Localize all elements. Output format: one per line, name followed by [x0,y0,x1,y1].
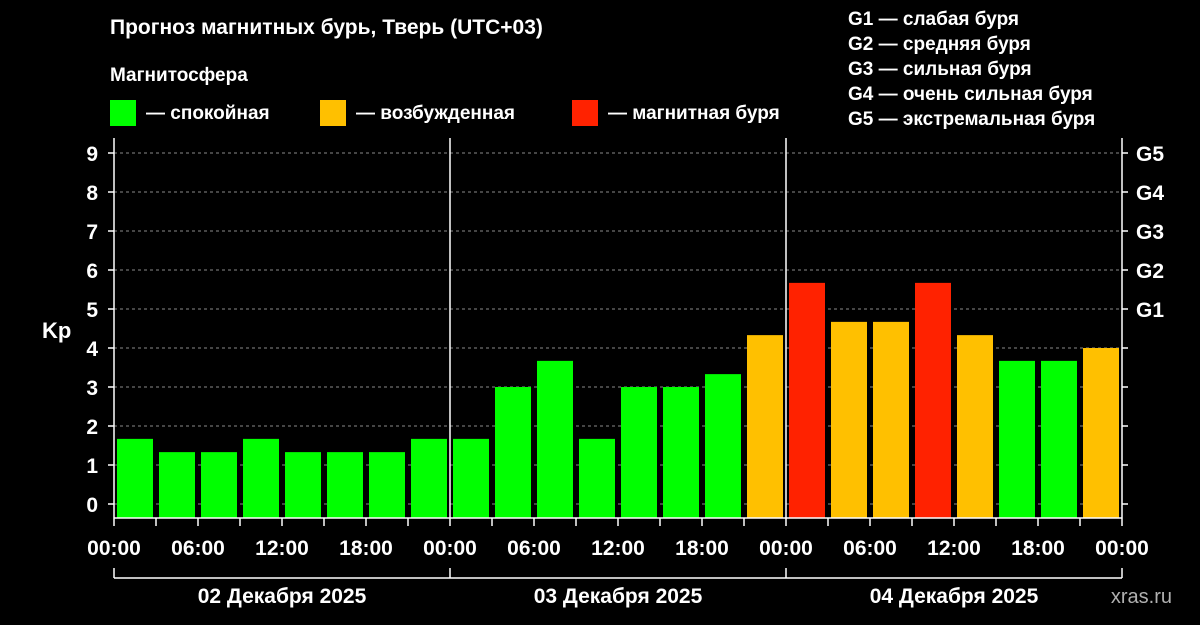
kp-bar [957,335,993,518]
kp-bar [201,452,237,518]
x-tick-label: 06:00 [843,537,897,560]
legend-label-quiet: — спокойная [146,103,270,124]
day-label: 02 Декабря 2025 [198,585,367,608]
kp-bar [537,360,573,518]
kp-bar [747,335,783,518]
g-scale-g1: G1 — слабая буря [848,9,1019,30]
chart-title: Прогноз магнитных бурь, Тверь (UTC+03) [110,16,543,39]
kp-bar [1041,360,1077,518]
x-tick-label: 18:00 [675,537,729,560]
g-scale-g3: G3 — сильная буря [848,59,1032,80]
day-label: 03 Декабря 2025 [534,585,703,608]
kp-bar [789,282,825,518]
y-tick-label: 6 [86,260,98,283]
g-tick-label: G1 [1136,299,1164,322]
kp-bar [159,452,195,518]
legend-label-active: — возбужденная [356,103,515,124]
legend-heading: Магнитосфера [110,65,248,86]
y-tick-label: 0 [86,494,98,517]
x-tick-label: 18:00 [339,537,393,560]
legend-swatch-quiet [110,100,136,126]
x-tick-label: 06:00 [171,537,225,560]
x-tick-label: 18:00 [1011,537,1065,560]
kp-bar [1083,348,1119,518]
y-tick-label: 8 [86,182,98,205]
y-tick-label: 4 [86,338,98,361]
x-tick-label: 06:00 [507,537,561,560]
g-tick-label: G2 [1136,260,1164,283]
kp-bar [411,438,447,518]
kp-bar [579,438,615,518]
y-tick-label: 3 [86,377,98,400]
kp-bar [285,452,321,518]
watermark: xras.ru [1111,586,1172,608]
grid-lines [114,152,1122,505]
kp-bar [453,438,489,518]
kp-bar [705,374,741,518]
y-tick-label: 1 [86,455,98,478]
legend-label-storm: — магнитная буря [608,103,780,124]
axes: 0 1 2 3 4 5 6 7 8 9 G1 G2 G3 G4 G5 00:00 06:00 12:00 18:00… [86,138,1164,608]
kp-bar [915,282,951,518]
y-tick-label: 7 [86,221,98,244]
g-scale-g2: G2 — средняя буря [848,34,1031,55]
x-tick-label: 12:00 [255,537,309,560]
g-scale-legend: G1 — слабая буря G2 — средняя буря G3 — … [848,9,1095,130]
y-tick-label: 5 [86,299,98,322]
kp-bar [369,452,405,518]
x-tick-label: 12:00 [591,537,645,560]
x-tick-label: 00:00 [87,537,141,560]
g-tick-label: G4 [1136,182,1164,205]
bars [117,282,1119,518]
x-tick-label: 00:00 [423,537,477,560]
y-axis-label: Kp [42,318,71,343]
legend-swatch-storm [572,100,598,126]
legend-swatch-active [320,100,346,126]
legend: — спокойная — возбужденная — магнитная б… [110,100,780,126]
y-tick-label: 2 [86,416,98,439]
kp-bar [999,360,1035,518]
day-label: 04 Декабря 2025 [870,585,1039,608]
kp-bar [873,321,909,518]
x-tick-label: 00:00 [759,537,813,560]
kp-bar [327,452,363,518]
y-tick-label: 9 [86,143,98,166]
g-tick-label: G3 [1136,221,1164,244]
x-tick-label: 00:00 [1095,537,1149,560]
x-tick-label: 12:00 [927,537,981,560]
kp-bar [495,387,531,518]
kp-bar [243,438,279,518]
kp-bar [831,321,867,518]
kp-bar [621,387,657,518]
g-scale-g5: G5 — экстремальная буря [848,109,1095,130]
g-scale-g4: G4 — очень сильная буря [848,84,1093,105]
kp-bar [117,438,153,518]
kp-bar [663,387,699,518]
g-tick-label: G5 [1136,143,1164,166]
